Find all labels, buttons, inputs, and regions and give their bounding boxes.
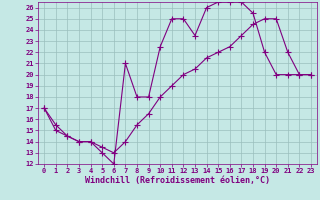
X-axis label: Windchill (Refroidissement éolien,°C): Windchill (Refroidissement éolien,°C) [85,176,270,185]
